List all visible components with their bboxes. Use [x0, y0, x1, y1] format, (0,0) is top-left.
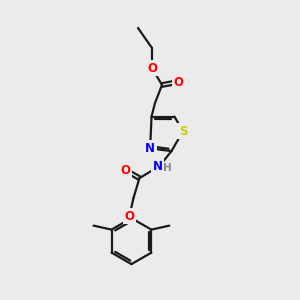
Text: H: H [163, 163, 172, 173]
Text: O: O [147, 61, 157, 74]
Text: O: O [173, 76, 183, 88]
Text: N: N [145, 142, 155, 155]
Text: N: N [152, 160, 163, 172]
Text: O: O [124, 210, 134, 223]
Text: O: O [121, 164, 130, 177]
Text: S: S [179, 125, 187, 138]
